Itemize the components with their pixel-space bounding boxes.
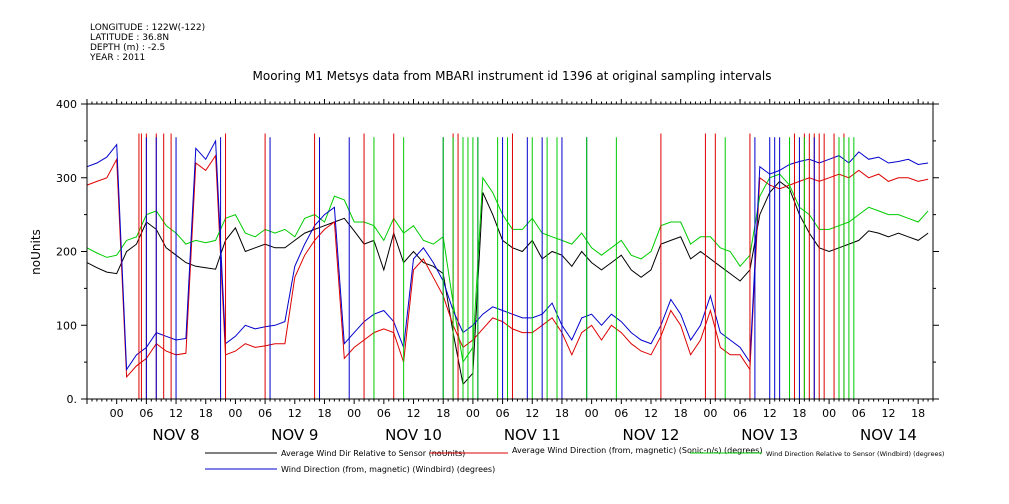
y-tick-label: 300 bbox=[56, 172, 77, 185]
x-hour-label: 18 bbox=[674, 407, 688, 420]
x-day-label: NOV 14 bbox=[860, 426, 917, 444]
x-hour-label: 06 bbox=[496, 407, 510, 420]
meta-year: YEAR : 2011 bbox=[89, 53, 145, 63]
x-hour-label: 18 bbox=[436, 407, 450, 420]
y-tick-label: 0. bbox=[67, 393, 78, 406]
meta-longitude: LONGITUDE : 122W(-122) bbox=[90, 23, 205, 33]
legend-label-4: Wind Direction (from, magnetic) (Windbir… bbox=[281, 465, 495, 474]
x-hour-label: 00 bbox=[228, 407, 242, 420]
legend-label-1: Average Wind Dir Relative to Sensor (noU… bbox=[281, 449, 465, 458]
x-hour-label: 06 bbox=[377, 407, 391, 420]
plot-frame bbox=[86, 103, 934, 400]
x-hour-label: 06 bbox=[258, 407, 272, 420]
x-hour-label: 18 bbox=[199, 407, 213, 420]
x-hour-label: 18 bbox=[792, 407, 806, 420]
x-day-label: NOV 12 bbox=[623, 426, 680, 444]
x-hour-label: 00 bbox=[466, 407, 480, 420]
x-hour-label: 00 bbox=[585, 407, 599, 420]
x-day-label: NOV 8 bbox=[152, 426, 199, 444]
x-hour-label: 12 bbox=[525, 407, 539, 420]
x-hour-label: 12 bbox=[763, 407, 777, 420]
y-tick-label: 200 bbox=[56, 246, 77, 259]
x-day-label: NOV 9 bbox=[271, 426, 318, 444]
x-hour-label: 12 bbox=[644, 407, 658, 420]
x-hour-label: 00 bbox=[703, 407, 717, 420]
x-hour-label: 00 bbox=[822, 407, 836, 420]
x-hour-label: 12 bbox=[407, 407, 421, 420]
legend-label-3: Wind Direction Relative to Sensor (Windb… bbox=[766, 450, 944, 458]
y-tick-label: 100 bbox=[56, 319, 77, 332]
x-hour-label: 06 bbox=[852, 407, 866, 420]
plot-lines bbox=[86, 133, 929, 399]
x-day-label: NOV 11 bbox=[504, 426, 561, 444]
x-hour-label: 00 bbox=[110, 407, 124, 420]
x-day-label: NOV 10 bbox=[385, 426, 442, 444]
x-hour-label: 00 bbox=[347, 407, 361, 420]
meta-depth: DEPTH (m) : -2.5 bbox=[90, 43, 165, 53]
x-hour-label: 18 bbox=[555, 407, 569, 420]
y-axis-label: noUnits bbox=[29, 229, 43, 275]
x-hour-label: 06 bbox=[733, 407, 747, 420]
x-hour-label: 06 bbox=[614, 407, 628, 420]
y-tick-label: 400 bbox=[56, 98, 77, 111]
meta-latitude: LATITUDE : 36.8N bbox=[90, 33, 169, 43]
x-hour-label: 12 bbox=[881, 407, 895, 420]
x-hour-label: 06 bbox=[139, 407, 153, 420]
legend: Average Wind Dir Relative to Sensor (noU… bbox=[205, 446, 944, 474]
axes: 0. 100 200 300 400 00 06 12 18 00 06 12 18 00 06 12 18 00… bbox=[56, 98, 939, 444]
x-hour-label: 12 bbox=[169, 407, 183, 420]
meta-block: LONGITUDE : 122W(-122) LATITUDE : 36.8N … bbox=[89, 23, 205, 63]
legend-label-2: Average Wind Direction (from, magnetic) … bbox=[512, 446, 762, 455]
x-hour-label: 12 bbox=[288, 407, 302, 420]
x-day-label: NOV 13 bbox=[741, 426, 798, 444]
x-hour-label: 18 bbox=[911, 407, 925, 420]
x-hour-label: 18 bbox=[317, 407, 331, 420]
chart-title: Mooring M1 Metsys data from MBARI instru… bbox=[253, 69, 772, 83]
